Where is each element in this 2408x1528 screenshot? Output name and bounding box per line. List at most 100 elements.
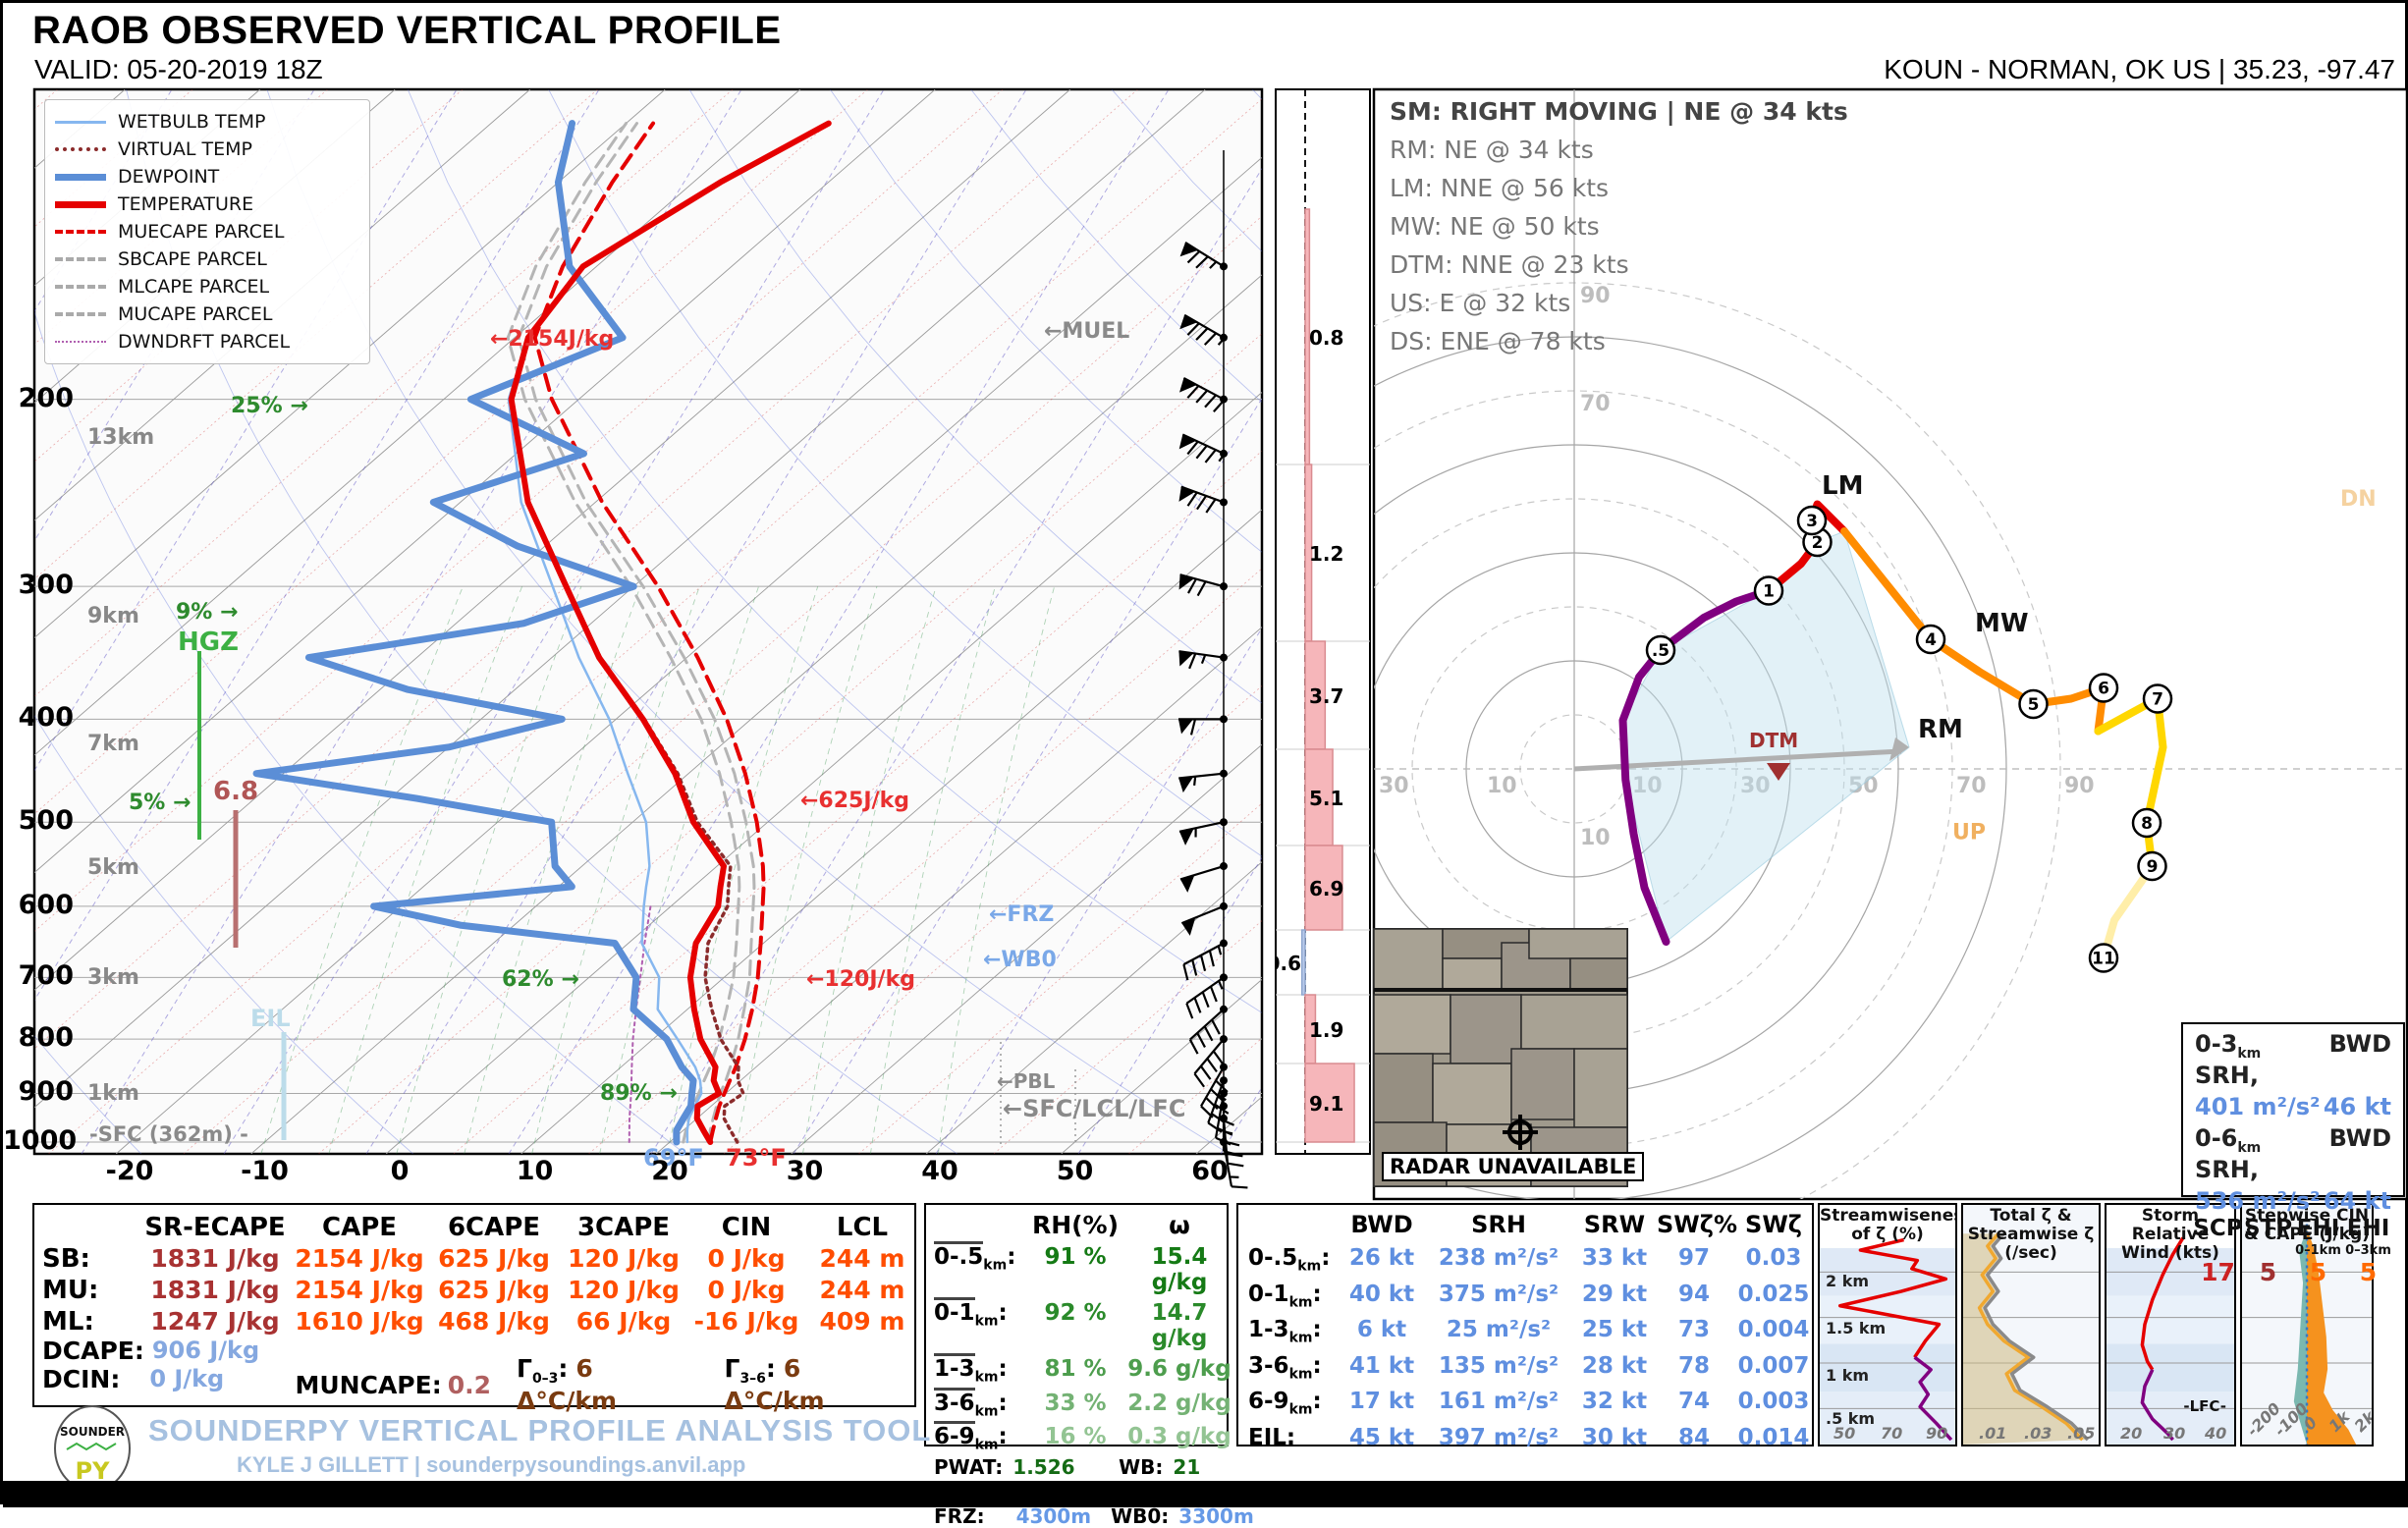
advection-value-label: 6.9 bbox=[1309, 877, 1343, 900]
muncape-label: MUNCAPE: bbox=[296, 1371, 442, 1399]
kin-row-label: 0-1km: bbox=[1248, 1282, 1339, 1311]
advection-value-label: 5.1 bbox=[1309, 787, 1343, 810]
sb-cape: 2154 J/kg bbox=[290, 1244, 429, 1274]
srh-3-6: 135 m²/s² bbox=[1425, 1353, 1572, 1383]
hodograph-marker-LM: LM bbox=[1822, 471, 1863, 501]
swzp-0-05: 97 bbox=[1657, 1245, 1731, 1275]
rh62-annotation: 62% → bbox=[502, 967, 579, 992]
wetbulb-line-icon bbox=[55, 121, 106, 124]
hodograph-height-marker-label: 5 bbox=[2028, 695, 2040, 715]
cape-annotation-mid: ←625J/kg bbox=[800, 789, 909, 813]
hodograph-marker-DTM: DTM bbox=[1749, 729, 1798, 752]
omega-1-3: 9.6 g/kg bbox=[1122, 1356, 1236, 1386]
advection-value-label: 1.2 bbox=[1309, 542, 1343, 566]
storm-motion-line: SM: RIGHT MOVING | NE @ 34 kts bbox=[1390, 97, 1848, 126]
rh-1-3: 81 % bbox=[1028, 1356, 1122, 1386]
swz-0-05: 0.03 bbox=[1731, 1245, 1816, 1275]
ehi-0-3-label: EHI bbox=[2347, 1216, 2390, 1241]
srh-0-6-value: 536 m²/s² bbox=[2195, 1187, 2321, 1215]
swzeta-header: SWζ bbox=[1731, 1211, 1816, 1238]
county-cell bbox=[1529, 929, 1627, 958]
swz-3-6: 0.007 bbox=[1731, 1353, 1816, 1383]
county-cell bbox=[1374, 929, 1443, 990]
legend-label: WETBULB TEMP bbox=[118, 111, 265, 133]
sbcape-parcel-line-icon bbox=[55, 257, 106, 261]
srh-eil: 397 m²/s² bbox=[1425, 1425, 1572, 1450]
srh-0-3-value: 401 m²/s² bbox=[2195, 1093, 2321, 1120]
ehi-0-1-value: 5 bbox=[2293, 1258, 2343, 1286]
total-zeta-panel: Total ζ & Streamwise ζ (/sec) .01 .03 .0… bbox=[1961, 1203, 2101, 1446]
logo-text: SOUNDER bbox=[56, 1425, 129, 1439]
pressure-tick-label: 800 bbox=[3, 1022, 74, 1053]
logo-wave-icon bbox=[63, 1440, 122, 1453]
srw-tick-30: 30 bbox=[2163, 1424, 2185, 1443]
temp-tick-label: 30 bbox=[776, 1156, 835, 1186]
storm-motion-line: US: E @ 32 kts bbox=[1390, 289, 1848, 317]
dcape-label: DCAPE: bbox=[42, 1337, 144, 1365]
bwd-0-6-value: 64 kt bbox=[2324, 1187, 2391, 1215]
ml-sr-ecape: 1247 J/kg bbox=[140, 1307, 290, 1337]
storm-motion-line: DTM: NNE @ 23 kts bbox=[1390, 250, 1848, 279]
bwd-6-9: 17 kt bbox=[1339, 1389, 1425, 1418]
kin-row-label: 3-6km: bbox=[1248, 1353, 1339, 1383]
ehi-0-3-value: 5 bbox=[2343, 1258, 2393, 1286]
sb-6cape: 625 J/kg bbox=[429, 1244, 559, 1274]
legend-item: DEWPOINT bbox=[55, 163, 359, 191]
bwd-0-3-value: 46 kt bbox=[2324, 1093, 2391, 1120]
county-cell bbox=[1511, 1049, 1574, 1119]
bwd-label: BWD bbox=[2329, 1030, 2391, 1089]
lapse-0-3-label: Γ0–3: bbox=[517, 1354, 568, 1383]
hodograph-ring-label: 70 bbox=[1580, 392, 1611, 416]
srh-0-1: 375 m²/s² bbox=[1425, 1282, 1572, 1311]
row-label-ml: ML: bbox=[42, 1307, 140, 1337]
col-header-3cape: 3CAPE bbox=[559, 1213, 688, 1242]
legend-item: MUCAPE PARCEL bbox=[55, 300, 359, 328]
bottom-bar bbox=[3, 1481, 2408, 1507]
temp-tick-label: 60 bbox=[1180, 1156, 1239, 1186]
hodograph-ring-label: 70 bbox=[1956, 774, 1987, 798]
sb-lcl: 244 m bbox=[804, 1244, 920, 1274]
kin-row-label: 1-3km: bbox=[1248, 1317, 1339, 1346]
mu-3cape: 120 J/kg bbox=[559, 1276, 688, 1305]
rh-row-label: 0-1km: bbox=[934, 1300, 1028, 1351]
cape-annotation-low: ←120J/kg bbox=[806, 967, 915, 992]
storm-motion-line: RM: NE @ 34 kts bbox=[1390, 136, 1848, 164]
radar-unavailable-badge: RADAR UNAVAILABLE bbox=[1382, 1152, 1644, 1181]
sw-tick-90: 90 bbox=[1926, 1424, 1947, 1443]
sw-tick-50: 50 bbox=[1833, 1424, 1855, 1443]
bwd-0-05: 26 kt bbox=[1339, 1245, 1425, 1275]
legend-item: VIRTUAL TEMP bbox=[55, 136, 359, 163]
lapse-3-6-label: Γ3–6: bbox=[725, 1354, 776, 1383]
rh-3-6: 33 % bbox=[1028, 1391, 1122, 1420]
ml-cin: -16 J/kg bbox=[688, 1307, 804, 1337]
legend-item: TEMPERATURE bbox=[55, 191, 359, 218]
mucape-parcel-line-icon bbox=[55, 312, 106, 316]
stp-label: STP bbox=[2244, 1216, 2292, 1241]
hodograph-height-marker-label: 1 bbox=[1763, 582, 1775, 602]
legend-label: DEWPOINT bbox=[118, 166, 219, 188]
pressure-tick-label: 900 bbox=[3, 1076, 74, 1107]
ehi-0-1-label: EHI bbox=[2297, 1216, 2340, 1241]
ehi-0-3-sub: 0–3km bbox=[2345, 1243, 2391, 1258]
ml-3cape: 66 J/kg bbox=[559, 1307, 688, 1337]
barb-level-dot bbox=[1220, 862, 1228, 870]
radar-inset bbox=[1374, 929, 1627, 1186]
swzeta-pct-header: SWζ% bbox=[1657, 1211, 1731, 1238]
tz-tick-05: .05 bbox=[2067, 1424, 2095, 1443]
hodograph-ring-label: 10 bbox=[1487, 774, 1517, 798]
frz-label: FRZ: bbox=[934, 1504, 985, 1528]
cape-annotation-max: ←2154J/kg bbox=[490, 327, 614, 352]
legend-label: MLCAPE PARCEL bbox=[118, 276, 269, 298]
thermodynamics-table: SR-ECAPE CAPE 6CAPE 3CAPE CIN LCL SB: 18… bbox=[32, 1203, 916, 1407]
muel-annotation: ←MUEL bbox=[1044, 319, 1129, 344]
brand-title: SOUNDERPY VERTICAL PROFILE ANALYSIS TOOL bbox=[148, 1413, 931, 1448]
barb-level-dot bbox=[1220, 973, 1228, 981]
col-header-cape: CAPE bbox=[290, 1213, 429, 1242]
legend-item: MLCAPE PARCEL bbox=[55, 273, 359, 300]
barb-half bbox=[1194, 777, 1195, 786]
moisture-table: RH(%) ω 0-.5km: 91 % 15.4 g/kg 0-1km: 92… bbox=[924, 1203, 1229, 1446]
credit-link[interactable]: KYLE J GILLETT | sounderpysoundings.anvi… bbox=[237, 1452, 745, 1478]
mu-6cape: 625 J/kg bbox=[429, 1276, 559, 1305]
rh25-annotation: 25% → bbox=[231, 394, 308, 418]
srw-0-1: 29 kt bbox=[1572, 1282, 1657, 1311]
